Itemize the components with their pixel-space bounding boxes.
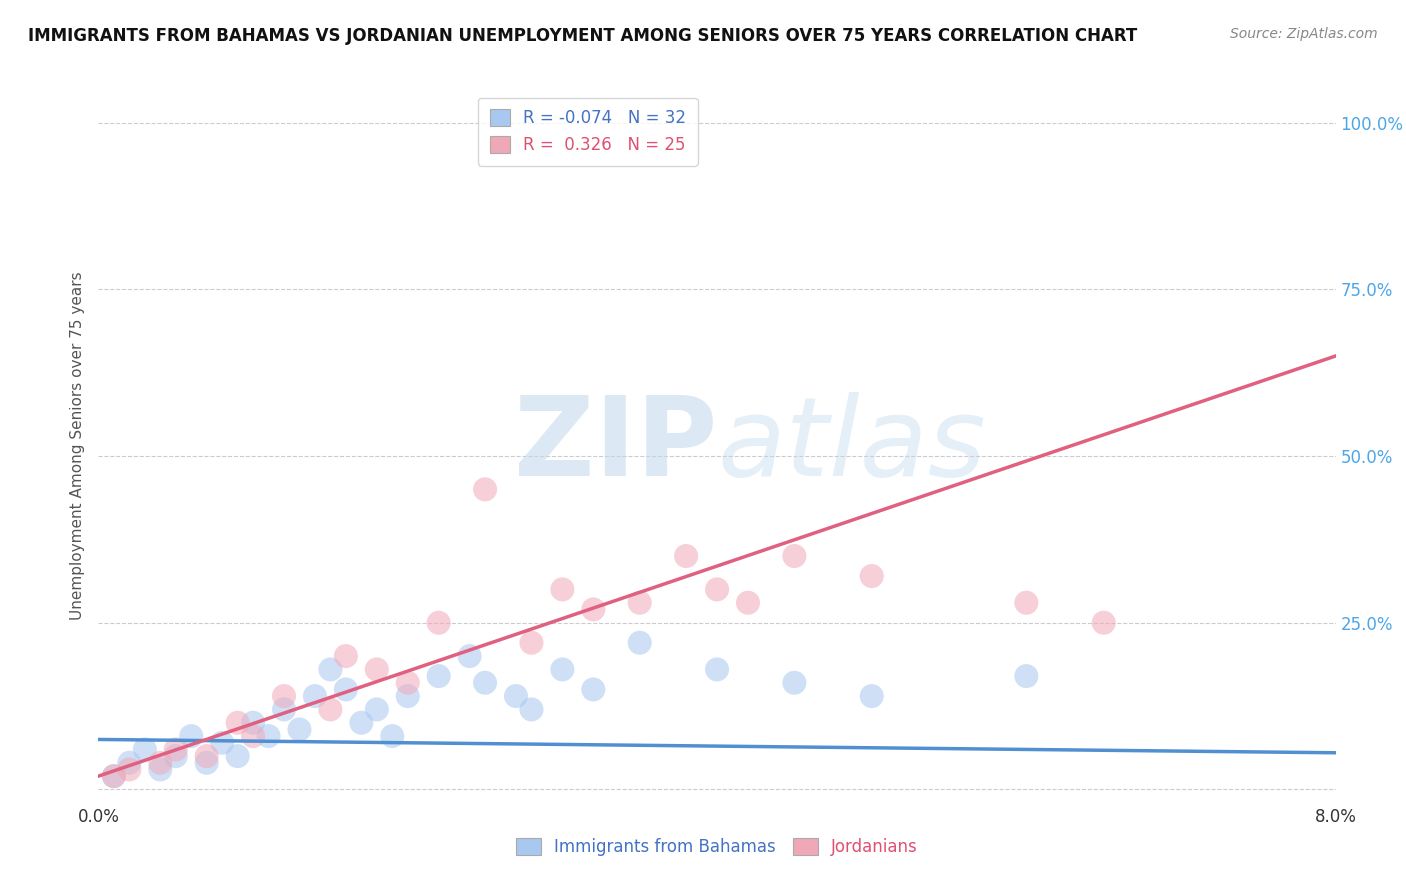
Point	[520, 636, 543, 650]
Point	[366, 702, 388, 716]
Point	[860, 689, 883, 703]
Point	[628, 636, 651, 650]
Point	[582, 602, 605, 616]
Point	[288, 723, 311, 737]
Point	[1015, 596, 1038, 610]
Point	[551, 662, 574, 676]
Point	[304, 689, 326, 703]
Point	[195, 756, 218, 770]
Point	[273, 702, 295, 716]
Point	[381, 729, 404, 743]
Point	[118, 756, 141, 770]
Point	[103, 769, 125, 783]
Point	[628, 596, 651, 610]
Point	[103, 769, 125, 783]
Point	[860, 569, 883, 583]
Point	[396, 675, 419, 690]
Point	[273, 689, 295, 703]
Point	[551, 582, 574, 597]
Point	[1015, 669, 1038, 683]
Point	[458, 649, 481, 664]
Point	[706, 662, 728, 676]
Point	[149, 763, 172, 777]
Point	[582, 682, 605, 697]
Point	[396, 689, 419, 703]
Point	[520, 702, 543, 716]
Point	[118, 763, 141, 777]
Text: ZIP: ZIP	[513, 392, 717, 500]
Point	[226, 749, 249, 764]
Point	[737, 596, 759, 610]
Y-axis label: Unemployment Among Seniors over 75 years: Unemployment Among Seniors over 75 years	[69, 272, 84, 620]
Point	[706, 582, 728, 597]
Point	[427, 669, 450, 683]
Point	[675, 549, 697, 563]
Point	[134, 742, 156, 756]
Point	[783, 549, 806, 563]
Point	[242, 715, 264, 730]
Point	[474, 675, 496, 690]
Legend: Immigrants from Bahamas, Jordanians: Immigrants from Bahamas, Jordanians	[506, 828, 928, 866]
Point	[180, 729, 202, 743]
Point	[195, 749, 218, 764]
Point	[1092, 615, 1115, 630]
Point	[427, 615, 450, 630]
Point	[242, 729, 264, 743]
Point	[474, 483, 496, 497]
Point	[783, 675, 806, 690]
Point	[335, 649, 357, 664]
Point	[226, 715, 249, 730]
Text: Source: ZipAtlas.com: Source: ZipAtlas.com	[1230, 27, 1378, 41]
Point	[211, 736, 233, 750]
Text: IMMIGRANTS FROM BAHAMAS VS JORDANIAN UNEMPLOYMENT AMONG SENIORS OVER 75 YEARS CO: IMMIGRANTS FROM BAHAMAS VS JORDANIAN UNE…	[28, 27, 1137, 45]
Point	[319, 702, 342, 716]
Point	[149, 756, 172, 770]
Point	[165, 749, 187, 764]
Point	[505, 689, 527, 703]
Point	[350, 715, 373, 730]
Text: atlas: atlas	[717, 392, 986, 500]
Point	[319, 662, 342, 676]
Point	[366, 662, 388, 676]
Point	[257, 729, 280, 743]
Point	[165, 742, 187, 756]
Point	[335, 682, 357, 697]
